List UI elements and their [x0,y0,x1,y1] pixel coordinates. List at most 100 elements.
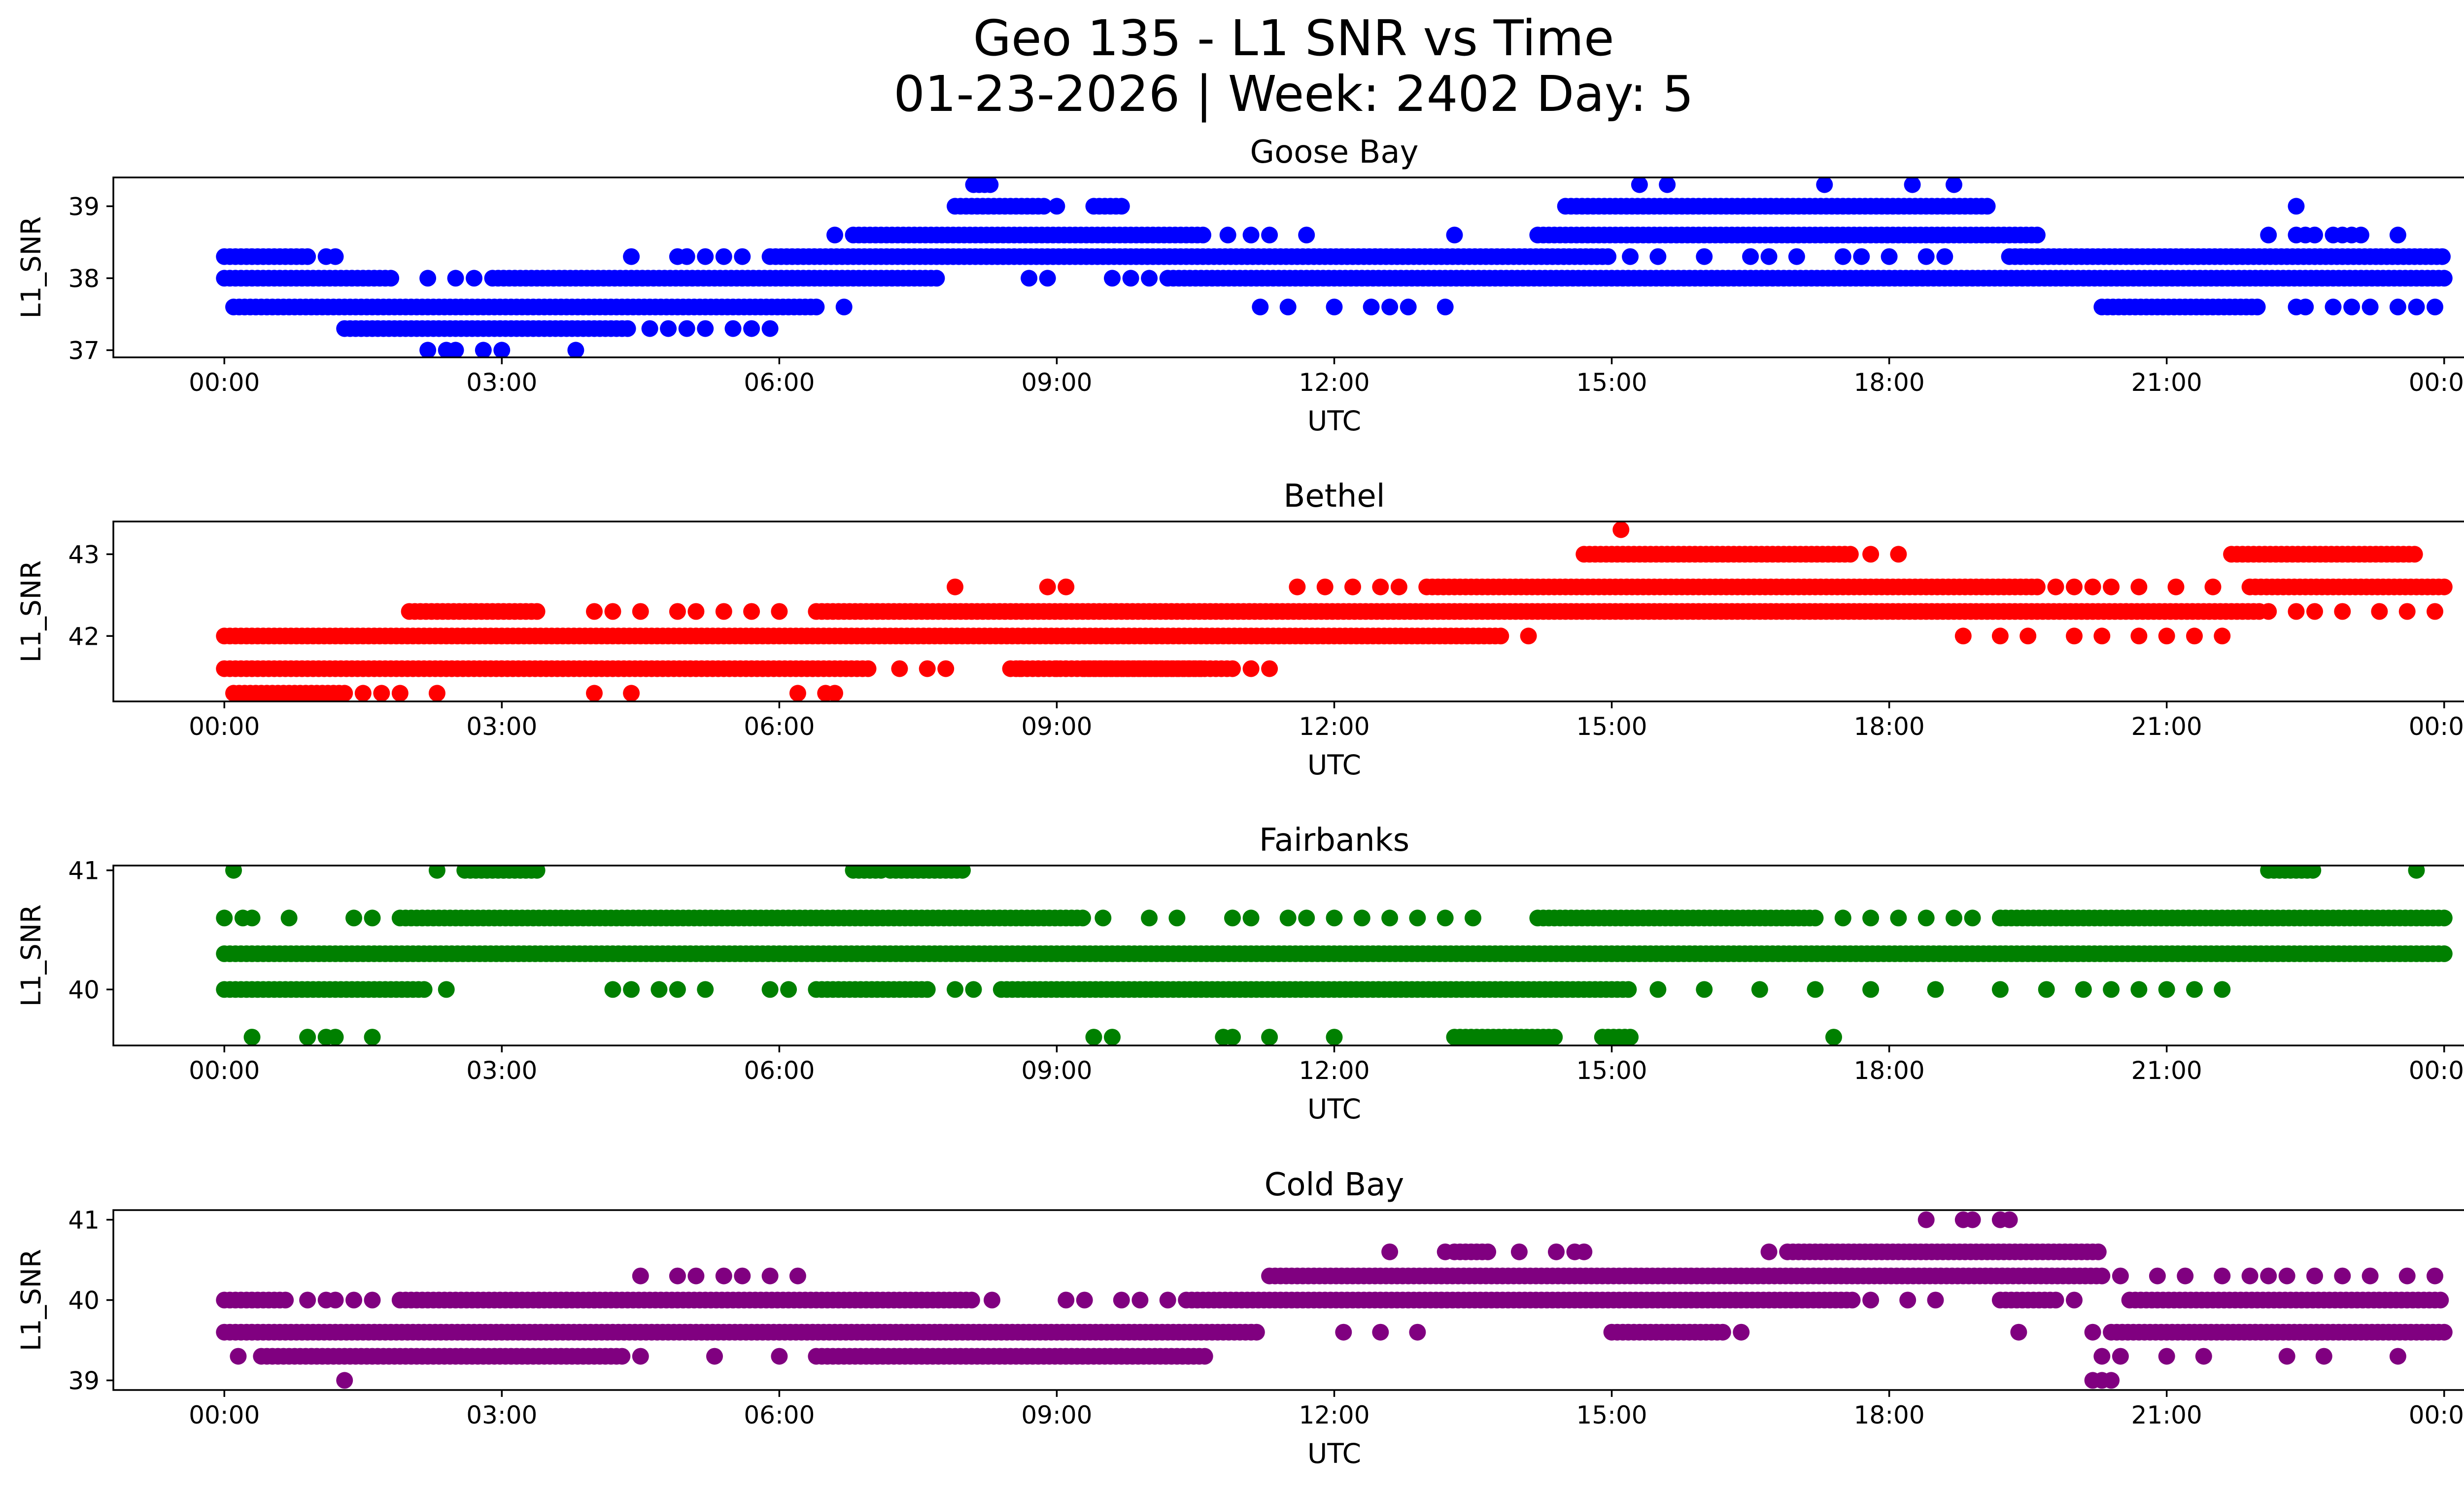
data-point [2158,627,2175,645]
data-point [2158,981,2175,998]
data-point [1261,1029,1278,1045]
data-point [364,1291,381,1309]
data-point [1011,660,1028,677]
x-tick-label: 06:00 [744,1056,815,1085]
data-point [1575,1243,1593,1260]
data-point [327,1029,344,1045]
data-point [632,1267,649,1285]
data-point [1381,1243,1399,1260]
data-point [1074,909,1091,927]
data-point [954,866,971,879]
data-point [2186,981,2203,998]
data-point [2389,1348,2406,1365]
data-point [1862,981,1880,998]
data-point [530,1291,548,1309]
data-point [2432,1291,2449,1309]
data-point [1600,248,1617,265]
data-point [947,981,963,998]
x-tick-label: 00:00 [2409,1056,2464,1085]
data-point [1335,1323,1352,1341]
data-point [2186,627,2203,645]
x-tick-label: 12:00 [1299,368,1369,397]
data-point [2249,298,2266,315]
data-point [428,866,445,879]
data-point [558,1291,575,1309]
data-point [1991,627,2009,645]
data-point [2334,603,2351,620]
data-point [1035,198,1053,215]
data-point [364,909,381,927]
data-point [2389,298,2406,315]
data-point [1298,909,1315,927]
data-point [475,342,492,357]
x-tick-label: 18:00 [1854,1401,1925,1429]
data-point [1479,1243,1497,1260]
data-point [586,1291,603,1309]
data-point [1195,226,1211,243]
x-axis-label: UTC [1307,405,1361,437]
data-point [2325,298,2342,315]
data-point [1409,909,1426,927]
data-point [2306,603,2323,620]
data-point [2306,1267,2323,1285]
data-point [2093,1267,2111,1285]
data-point [919,660,936,677]
data-point [1696,248,1713,265]
panel-title: Cold Bay [1265,1167,1404,1203]
data-point [1954,627,1972,645]
data-point [1696,981,1713,998]
data-point [2177,1267,2194,1285]
data-point [2195,1348,2212,1365]
data-point [299,1291,316,1309]
data-point [2361,298,2379,315]
x-tick-label: 15:00 [1576,1056,1647,1085]
data-point [528,603,546,620]
data-point [2408,298,2425,315]
data-point [1437,1243,1454,1260]
data-point [1048,198,1065,215]
data-point [623,981,640,998]
data-point [1807,909,1824,927]
data-point [1344,578,1361,595]
data-point [1899,1291,1916,1309]
data-point [354,685,372,701]
data-point [1039,270,1056,287]
data-point [2434,248,2451,265]
data-point [614,1348,631,1365]
x-tick-label: 00:00 [2409,368,2464,397]
data-point [1381,298,1399,315]
data-point [1085,1029,1102,1045]
data-point [687,1267,705,1285]
data-point [1363,298,1380,315]
data-point [2214,981,2231,998]
x-tick-label: 03:00 [466,1056,537,1085]
data-point [1437,909,1454,927]
data-point [336,685,353,701]
chart-panel: Bethel 00:00 03:00 06:00 09:00 12:00 15:00 18:0… [15,478,2464,781]
data-point [1372,578,1389,595]
data-point [1437,298,1454,315]
data-point [2038,981,2055,998]
data-point [724,320,742,337]
data-point [965,981,982,998]
data-point [789,1267,806,1285]
data-point [1279,909,1297,927]
data-point [2075,981,2092,998]
data-point [1029,660,1047,677]
data-point [1751,981,1768,998]
x-tick-label: 00:00 [189,1056,260,1085]
data-point [734,1267,751,1285]
panels: Goose Bay 00:00 03:00 06:00 09:00 12:00 15:00 1… [15,134,2464,1469]
data-point [1714,1323,1731,1341]
data-point [1409,1323,1426,1341]
x-tick-label: 00:00 [189,712,260,741]
data-point [678,248,695,265]
x-tick-label: 21:00 [2131,1056,2202,1085]
data-point [697,248,714,265]
data-point [1546,1029,1563,1045]
data-point [2019,627,2037,645]
x-tick-label: 00:00 [189,1401,260,1429]
data-point [1760,248,1778,265]
data-point [1946,909,1962,927]
